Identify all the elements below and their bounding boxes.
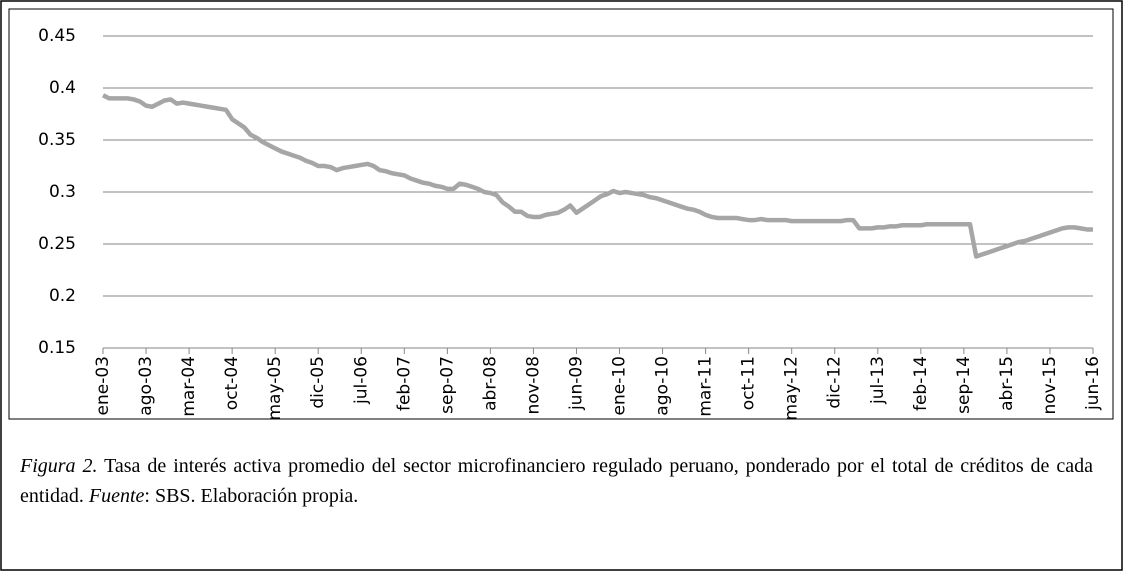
y-tick-label: 0.35 <box>38 130 76 150</box>
x-tick-label: dic-05 <box>308 356 328 409</box>
y-tick-label: 0.2 <box>49 286 76 306</box>
x-tick-label: ene-03 <box>93 356 113 415</box>
figure-label: Figura 2. <box>20 455 98 477</box>
y-tick-label: 0.45 <box>38 26 76 46</box>
x-tick-label: feb-14 <box>911 356 931 411</box>
y-tick-label: 0.25 <box>38 234 76 254</box>
x-tick-label: nov-15 <box>1040 356 1060 415</box>
x-tick-label: sep-14 <box>954 356 974 414</box>
x-tick-label: mar-11 <box>696 356 716 417</box>
caption: Figura 2. Tasa de interés activa promedi… <box>20 451 1093 511</box>
x-tick-label: jul-13 <box>868 356 888 405</box>
x-tick-label: may-05 <box>265 356 285 421</box>
x-tick-label: jun-16 <box>1083 356 1103 411</box>
x-tick-label: abr-08 <box>480 356 500 411</box>
y-tick-label: 0.4 <box>49 78 76 98</box>
x-tick-label: ago-10 <box>653 356 673 416</box>
x-tick-label: oct-04 <box>222 356 242 410</box>
chart-frame <box>8 8 1114 420</box>
y-tick-label: 0.3 <box>49 182 76 202</box>
source-label: Fuente <box>88 485 145 507</box>
x-tick-label: may-12 <box>782 356 802 421</box>
x-tick-label: dic-12 <box>825 356 845 409</box>
x-tick-label: nov-08 <box>523 356 543 415</box>
x-tick-label: jul-06 <box>351 356 371 405</box>
x-tick-label: ago-03 <box>136 356 156 416</box>
caption-text: Tasa de interés activa promedio del sect… <box>20 455 1093 507</box>
line <box>101 93 1093 259</box>
x-tick-label: feb-07 <box>394 356 414 411</box>
x-tick-label: jun-09 <box>566 356 586 411</box>
x-tick-label: abr-15 <box>997 356 1017 411</box>
x-tick-label: sep-07 <box>437 356 457 414</box>
x-tick-label: oct-11 <box>739 356 759 410</box>
x-tick-label: mar-04 <box>179 356 199 417</box>
x-tick-label: ene-10 <box>610 356 630 415</box>
y-tick-label: 0.15 <box>38 338 76 358</box>
source-text: : SBS. Elaboración propia. <box>144 485 359 507</box>
